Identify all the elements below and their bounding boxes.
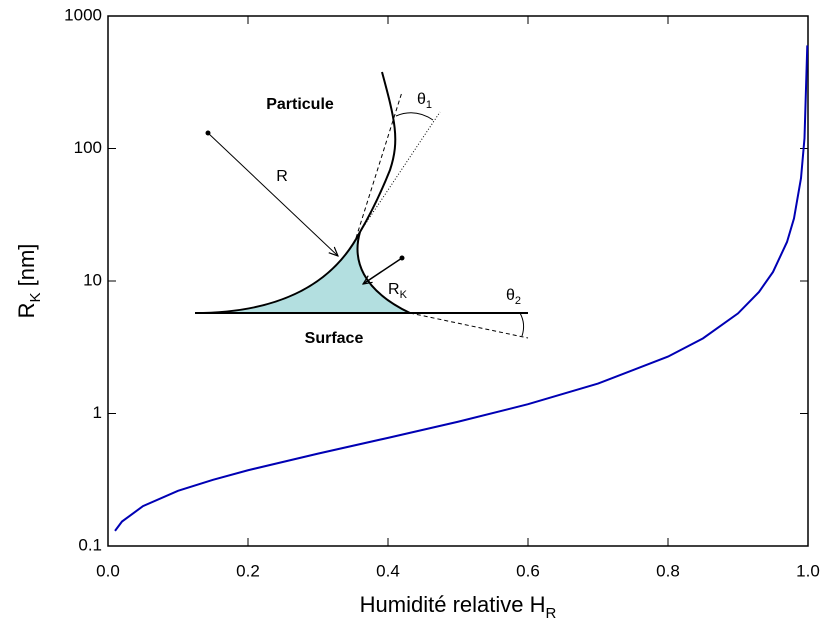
x-axis-label-main: Humidité relative H	[360, 592, 546, 617]
meniscus-right	[356, 231, 411, 314]
kelvin-label: RK	[388, 281, 408, 301]
particle-label: Particule	[266, 96, 334, 113]
theta1-sub: 1	[426, 99, 432, 111]
theta1-label: θ1	[417, 91, 432, 111]
plot-frame	[107, 15, 809, 547]
y-tick-label: 1000	[64, 5, 102, 24]
y-axis-label-sub: K	[27, 293, 44, 303]
theta1-arc	[395, 112, 434, 121]
tangent-dashed	[355, 91, 403, 239]
x-tick-label: 0.4	[376, 561, 400, 580]
x-tick-label: 0.2	[236, 561, 260, 580]
x-axis-label-sub: R	[546, 605, 557, 622]
y-axis-label: RK [nm]	[14, 244, 44, 319]
theta1-symbol: θ	[417, 91, 426, 108]
meniscus-left	[194, 231, 361, 314]
x-tick-label: 0.6	[516, 561, 540, 580]
y-axis-label-unit: [nm]	[14, 244, 39, 293]
theta2-label: θ2	[506, 287, 521, 307]
x-tick-label: 0.0	[96, 561, 120, 580]
y-tick-label: 100	[74, 138, 102, 157]
liquid-bridge	[195, 232, 410, 313]
theta2-sub: 2	[515, 295, 521, 307]
kelvin-symbol: R	[388, 281, 400, 298]
radius-label: R	[276, 168, 288, 185]
y-axis-label-main: R	[14, 303, 39, 319]
x-tick-label: 1.0	[796, 561, 820, 580]
theta2-symbol: θ	[506, 287, 515, 304]
x-tick-label: 0.8	[656, 561, 680, 580]
tangent-dotted	[359, 111, 441, 233]
radius-arrow	[207, 132, 338, 256]
theta2-arc	[519, 312, 525, 337]
kelvin-arrow	[363, 257, 403, 284]
x-axis-label: Humidité relative HR	[360, 592, 557, 622]
inset-diagram: Particule R θ1 RK θ2 Surface	[194, 71, 529, 347]
y-tick-label: 1	[93, 403, 102, 422]
tangent-surface	[409, 312, 529, 339]
kelvin-sub: K	[400, 289, 408, 301]
y-tick-label: 10	[83, 270, 102, 289]
surface-label: Surface	[305, 330, 364, 347]
data-line	[114, 45, 809, 532]
particle-outline	[359, 71, 397, 233]
y-tick-label: 0.1	[78, 535, 102, 554]
